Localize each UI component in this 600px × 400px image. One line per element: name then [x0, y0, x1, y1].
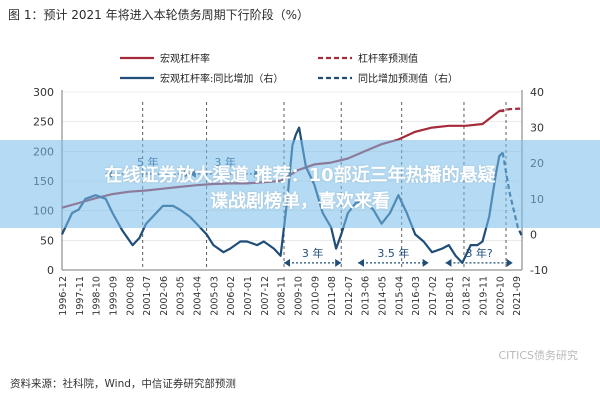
series-line-2: [61, 126, 504, 264]
x-tick-label: 2018-01: [445, 276, 456, 316]
period-arrow-head-left-3: [358, 258, 365, 267]
x-tick-label: 2014-05: [378, 276, 389, 316]
period-arrow-head-right-4: [506, 258, 513, 267]
x-tick-label: 2020-10: [495, 276, 506, 316]
y-right-tick: 40: [530, 86, 544, 99]
period-arrow-head-left-4: [445, 258, 452, 267]
chart-title: 图 1：预计 2021 年将进入本轮债务周期下行阶段（%）: [8, 8, 310, 22]
x-tick-label: 2004-04: [193, 276, 204, 316]
x-tick-label: 2015-04: [394, 276, 405, 316]
x-tick-label: 2000-08: [125, 276, 136, 316]
y-right-tick: 0: [530, 228, 537, 241]
x-tick-label: 1997-11: [75, 276, 86, 316]
x-tick-label: 2016-03: [411, 276, 422, 316]
period-label-4: 3 年?: [465, 246, 492, 260]
period-label-2: 3 年: [302, 246, 324, 260]
legend-label-leverage_forecast: 杠杆率预测值: [358, 52, 418, 65]
x-tick-label: 1996-12: [58, 276, 69, 316]
x-tick-label: 2021-09: [512, 276, 523, 316]
promo-overlay-line1[interactable]: 在线证券放大渠道 推荐：10部近三年热播的悬疑: [104, 165, 496, 186]
period-arrow-head-left-2: [284, 258, 291, 267]
x-tick-label: 2017-02: [428, 276, 439, 316]
x-tick-label: 2006-02: [226, 276, 237, 316]
y-left-tick: 300: [33, 86, 54, 99]
series-line-1: [499, 107, 522, 113]
x-tick-label: 2011-08: [327, 276, 338, 316]
period-arrow-head-right-3: [422, 258, 429, 267]
x-tick-label: 2019-11: [478, 276, 489, 316]
watermark: CITICS债务研究: [498, 349, 578, 362]
x-tick-label: 2010-09: [310, 276, 321, 316]
y-left-tick: 0: [47, 264, 54, 277]
legend-label-yoy: 宏观杠杆率:同比增加（右）: [160, 72, 283, 85]
x-tick-label: 2001-07: [142, 276, 153, 316]
y-right-tick: 30: [530, 122, 544, 135]
x-tick-label: 2005-03: [209, 276, 220, 316]
promo-overlay-band[interactable]: [0, 140, 600, 228]
x-tick-label: 2009-10: [293, 276, 304, 316]
x-tick-label: 1999-09: [108, 276, 119, 316]
x-tick-label: 2012-07: [344, 276, 355, 316]
x-tick-label: 2013-06: [361, 276, 372, 316]
source-note: 资料来源：社科院，Wind，中信证券研究部预测: [10, 378, 236, 390]
x-tick-label: 1998-10: [92, 276, 103, 316]
legend-label-leverage: 宏观杠杆率: [160, 52, 210, 65]
x-tick-label: 2003-05: [176, 276, 187, 316]
period-arrow-head-right-2: [335, 258, 342, 267]
y-left-tick: 250: [33, 116, 54, 129]
y-right-tick: -10: [530, 264, 548, 277]
promo-overlay-line2[interactable]: 谍战剧榜单，喜欢来看: [210, 191, 390, 212]
x-tick-label: 2002-06: [159, 276, 170, 316]
x-tick-label: 2008-11: [277, 276, 288, 316]
legend-label-yoy_forecast: 同比增加预测值（右）: [358, 72, 458, 85]
promo-overlay-text[interactable]: 在线证券放大渠道 推荐：10部近三年热播的悬疑 谍战剧榜单，喜欢来看: [0, 163, 600, 215]
x-tick-label: 2007-01: [243, 276, 254, 316]
x-tick-label: 2018-12: [462, 276, 473, 316]
period-label-3: 3.5 年: [377, 246, 409, 260]
y-left-tick: 50: [40, 234, 54, 247]
x-tick-label: 2007-12: [260, 276, 271, 316]
